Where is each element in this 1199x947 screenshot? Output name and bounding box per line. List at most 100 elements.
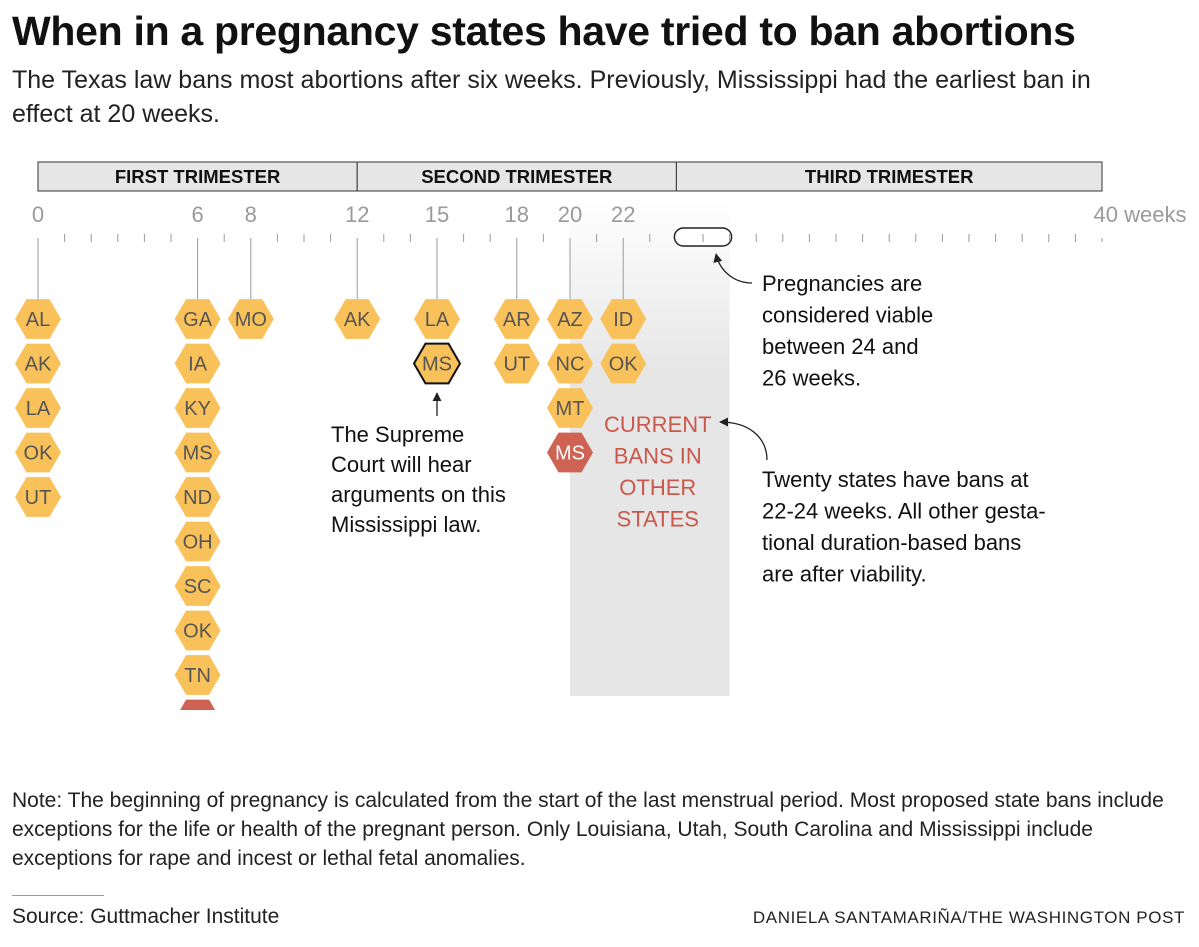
state-group-week-22: ID OK bbox=[600, 242, 647, 384]
annotation-other-states: tional duration-based bans bbox=[762, 530, 1021, 555]
trimester-box bbox=[356, 161, 677, 192]
state-hexagon-la bbox=[414, 299, 460, 339]
state-label: UT bbox=[25, 487, 52, 509]
annotation-viability: considered viable bbox=[762, 303, 933, 328]
trimester-label: THIRD TRIMESTER bbox=[805, 166, 974, 187]
state-hexagon-la bbox=[15, 388, 61, 428]
current-bans-label: BANS IN bbox=[614, 444, 702, 469]
state-label: ND bbox=[183, 487, 212, 509]
state-label: GA bbox=[183, 309, 213, 331]
state-hexagon-ut bbox=[15, 477, 61, 517]
state-label: MT bbox=[556, 398, 585, 420]
state-hexagon-ar bbox=[493, 299, 540, 339]
trimester-2: SECOND TRIMESTER bbox=[356, 161, 677, 192]
state-label: OK bbox=[183, 621, 213, 643]
axis-tick-label: 8 bbox=[245, 202, 257, 227]
state-label: TX bbox=[185, 710, 211, 711]
state-hexagon-ms bbox=[412, 342, 462, 385]
state-hexagon-ak bbox=[15, 343, 61, 384]
state-hexagon-al bbox=[15, 299, 61, 339]
chart-title: When in a pregnancy states have tried to… bbox=[12, 8, 1076, 54]
credit-text: DANIELA SANTAMARIÑA/THE WASHINGTON POST bbox=[752, 908, 1185, 927]
state-hexagon-ky bbox=[174, 388, 221, 428]
state-hexagon-tx bbox=[180, 699, 216, 710]
state-label: AZ bbox=[557, 309, 583, 331]
annotation-viability: between 24 and bbox=[762, 334, 919, 359]
state-hexagon-ga bbox=[174, 299, 221, 339]
state-group-week-20: AZ NC MT MS bbox=[547, 242, 593, 473]
state-hexagon-ms bbox=[547, 432, 593, 473]
state-hexagon-id bbox=[600, 299, 647, 339]
state-group-week-8: MO bbox=[227, 242, 274, 339]
current-bans-label: CURRENT bbox=[604, 412, 712, 437]
state-label: OK bbox=[24, 443, 54, 465]
state-hexagon-ok bbox=[174, 610, 221, 651]
trimester-1: FIRST TRIMESTER bbox=[37, 161, 358, 192]
state-hexagon-sc bbox=[174, 566, 221, 606]
state-label: OK bbox=[609, 354, 639, 376]
current-bans-label: OTHER bbox=[619, 475, 696, 500]
state-hexagon-ms bbox=[174, 432, 221, 473]
state-group-week-6: GA IA KY MS ND OH SC OK TN TX bbox=[174, 242, 221, 711]
axis-tick-label: 40 weeks bbox=[1094, 202, 1187, 227]
source-divider bbox=[12, 895, 104, 896]
state-group-week-12: AK bbox=[334, 242, 381, 339]
annotation-texas: Ban in effect at 6 weeks. bbox=[263, 707, 502, 710]
annotation-other-states: 22-24 weeks. All other gesta- bbox=[762, 499, 1046, 524]
state-hexagon-tn bbox=[174, 655, 221, 695]
state-hexagon-ia bbox=[174, 343, 221, 384]
annotation-viability: Pregnancies are bbox=[762, 271, 922, 296]
state-label: MS bbox=[422, 354, 452, 376]
state-hexagon-mo bbox=[227, 299, 274, 339]
state-label: UT bbox=[503, 354, 530, 376]
axis-tick-label: 0 bbox=[32, 202, 44, 227]
annotation-supreme-court: Court will hear bbox=[331, 452, 472, 477]
state-hexagon-ok bbox=[600, 343, 647, 384]
state-hexagon-az bbox=[547, 299, 593, 339]
annotation-arrow-viability bbox=[713, 253, 753, 284]
ban-timeline-chart: FIRST TRIMESTER SECOND TRIMESTER THIRD TRI… bbox=[15, 161, 1187, 711]
source-text: Source: Guttmacher Institute bbox=[12, 905, 280, 928]
state-hexagon-ok bbox=[15, 432, 61, 473]
state-label: AK bbox=[25, 354, 52, 376]
current-bans-label: STATES bbox=[617, 507, 699, 532]
state-hexagon-nd bbox=[174, 477, 221, 517]
state-label: MS bbox=[183, 443, 213, 465]
state-label: KY bbox=[184, 398, 211, 420]
state-hexagon-oh bbox=[174, 521, 221, 562]
state-label: MO bbox=[235, 309, 267, 331]
axis-tick-label: 20 bbox=[558, 202, 582, 227]
axis-tick-label: 6 bbox=[191, 202, 203, 227]
state-label: AR bbox=[503, 309, 531, 331]
state-hexagon-ut bbox=[493, 343, 540, 384]
axis-tick-label: 22 bbox=[611, 202, 635, 227]
annotation-arrow-other-states bbox=[719, 417, 768, 461]
trimester-label: FIRST TRIMESTER bbox=[115, 166, 280, 187]
chart-subtitle: The Texas law bans most abortions after … bbox=[12, 66, 1091, 128]
trimester-box bbox=[37, 161, 358, 192]
state-group-week-18: AR UT bbox=[493, 242, 540, 384]
state-group-week-0: AL AK LA OK UT bbox=[15, 242, 61, 517]
state-label: ID bbox=[613, 309, 633, 331]
annotation-supreme-court: Mississippi law. bbox=[331, 512, 481, 537]
trimester-3: THIRD TRIMESTER bbox=[675, 161, 1103, 192]
state-hexagon-mt bbox=[547, 388, 593, 428]
current-bans-region bbox=[570, 200, 730, 696]
trimester-box bbox=[675, 161, 1103, 192]
state-label: IA bbox=[188, 354, 208, 376]
state-label: TN bbox=[184, 665, 211, 687]
state-label: LA bbox=[425, 309, 450, 331]
trimester-label: SECOND TRIMESTER bbox=[421, 166, 612, 187]
state-label: SC bbox=[184, 576, 212, 598]
chart-note: Note: The beginning of pregnancy is calc… bbox=[12, 789, 1164, 870]
state-label: AK bbox=[344, 309, 371, 331]
state-group-week-15: LA MS bbox=[412, 242, 462, 385]
annotation-supreme-court: The Supreme bbox=[331, 422, 464, 447]
state-hexagon-nc bbox=[547, 343, 593, 384]
axis-tick-label: 15 bbox=[425, 202, 449, 227]
annotation-other-states: are after viability. bbox=[762, 562, 927, 587]
state-label: MS bbox=[555, 443, 585, 465]
state-hexagon-ak bbox=[334, 299, 381, 339]
state-label: OH bbox=[183, 532, 213, 554]
axis-tick-label: 12 bbox=[345, 202, 369, 227]
